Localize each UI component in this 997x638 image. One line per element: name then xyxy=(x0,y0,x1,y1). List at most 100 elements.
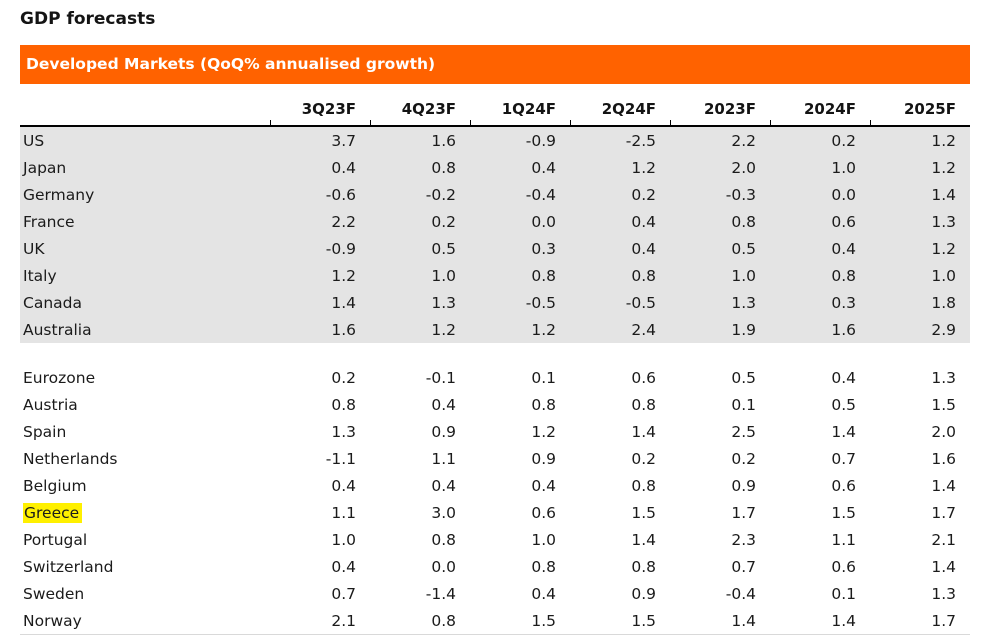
value-cell: 0.8 xyxy=(631,557,656,576)
value-cell: 0.4 xyxy=(570,235,670,262)
country-label: Germany xyxy=(20,181,270,208)
value-cell: 0.2 xyxy=(731,449,756,468)
table-row-us: US 3.7 1.6 -0.9 -2.5 2.2 0.2 1.2 xyxy=(20,126,970,154)
value-cell: 1.4 xyxy=(931,476,956,495)
value-cell: 0.8 xyxy=(770,262,870,289)
value-cell: 0.1 xyxy=(731,395,756,414)
value-cell: 1.0 xyxy=(770,154,870,181)
value-cell: 2.1 xyxy=(931,530,956,549)
country-label: Portugal xyxy=(23,530,88,549)
value-cell: 0.0 xyxy=(770,181,870,208)
value-cell: 0.6 xyxy=(631,368,656,387)
value-cell: 1.6 xyxy=(931,449,956,468)
column-header-4q23f: 4Q23F xyxy=(370,84,470,127)
value-cell: -1.1 xyxy=(325,449,356,468)
value-cell: 1.2 xyxy=(531,422,556,441)
value-cell: 2.5 xyxy=(731,422,756,441)
value-cell: 1.0 xyxy=(870,262,970,289)
row-label-column-header xyxy=(20,84,270,127)
value-cell: 0.8 xyxy=(531,395,556,414)
value-cell: 3.7 xyxy=(270,126,370,154)
value-cell: 1.4 xyxy=(631,422,656,441)
value-cell: -1.4 xyxy=(425,584,456,603)
value-cell: 0.4 xyxy=(470,154,570,181)
value-cell: 0.5 xyxy=(731,368,756,387)
value-cell: 1.5 xyxy=(831,503,856,522)
value-cell: 1.4 xyxy=(831,422,856,441)
value-cell: 0.8 xyxy=(470,262,570,289)
value-cell: 0.2 xyxy=(631,449,656,468)
value-cell: 1.2 xyxy=(470,316,570,343)
value-cell: 0.3 xyxy=(470,235,570,262)
value-cell: 0.6 xyxy=(831,476,856,495)
table-row-australia: Australia 1.6 1.2 1.2 2.4 1.9 1.6 2.9 xyxy=(20,316,970,343)
value-cell: 1.3 xyxy=(931,584,956,603)
value-cell: 2.2 xyxy=(270,208,370,235)
table-row-france: France 2.2 0.2 0.0 0.4 0.8 0.6 1.3 xyxy=(20,208,970,235)
value-cell: 0.8 xyxy=(670,208,770,235)
value-cell: 0.4 xyxy=(531,476,556,495)
forecast-table: 3Q23F 4Q23F 1Q24F 2Q24F 2023F 2024F 2025F US 3.… xyxy=(20,84,970,635)
value-cell: 0.8 xyxy=(431,611,456,630)
value-cell: 1.2 xyxy=(870,154,970,181)
value-cell: 1.6 xyxy=(770,316,870,343)
value-cell: 1.3 xyxy=(931,368,956,387)
value-cell: 1.5 xyxy=(531,611,556,630)
value-cell: 0.2 xyxy=(331,368,356,387)
value-cell: 1.2 xyxy=(870,126,970,154)
table-row-greece: Greece 1.1 3.0 0.6 1.5 1.7 1.5 1.7 xyxy=(20,499,970,526)
table-row-austria: Austria 0.8 0.4 0.8 0.8 0.1 0.5 1.5 xyxy=(20,391,970,418)
value-cell: -0.3 xyxy=(670,181,770,208)
column-header-3q23f: 3Q23F xyxy=(270,84,370,127)
value-cell: 1.1 xyxy=(331,503,356,522)
table-row-eurozone: Eurozone 0.2 -0.1 0.1 0.6 0.5 0.4 1.3 xyxy=(20,364,970,391)
value-cell: 1.5 xyxy=(931,395,956,414)
country-label: Switzerland xyxy=(23,557,114,576)
table-row-italy: Italy 1.2 1.0 0.8 0.8 1.0 0.8 1.0 xyxy=(20,262,970,289)
value-cell: 1.3 xyxy=(670,289,770,316)
value-cell: 1.4 xyxy=(731,611,756,630)
value-cell: 1.2 xyxy=(870,235,970,262)
value-cell: -0.6 xyxy=(270,181,370,208)
value-cell: 1.4 xyxy=(831,611,856,630)
highlighted-country-label: Greece xyxy=(23,502,83,523)
value-cell: -0.4 xyxy=(725,584,756,603)
value-cell: 0.6 xyxy=(831,557,856,576)
value-cell: 0.7 xyxy=(731,557,756,576)
page-title: GDP forecasts xyxy=(20,9,156,29)
value-cell: 1.9 xyxy=(670,316,770,343)
table-row-switzerland: Switzerland 0.4 0.0 0.8 0.8 0.7 0.6 1.4 xyxy=(20,553,970,580)
country-label: Australia xyxy=(20,316,270,343)
country-label: Austria xyxy=(23,395,78,414)
value-cell: -0.9 xyxy=(470,126,570,154)
value-cell: 0.5 xyxy=(370,235,470,262)
value-cell: -0.5 xyxy=(570,289,670,316)
value-cell: 0.0 xyxy=(431,557,456,576)
value-cell: 0.9 xyxy=(631,584,656,603)
value-cell: 0.8 xyxy=(331,395,356,414)
table-row-canada: Canada 1.4 1.3 -0.5 -0.5 1.3 0.3 1.8 xyxy=(20,289,970,316)
value-cell: 1.7 xyxy=(731,503,756,522)
section-banner: Developed Markets (QoQ% annualised growt… xyxy=(20,45,970,84)
country-label: France xyxy=(20,208,270,235)
value-cell: 0.9 xyxy=(731,476,756,495)
country-label: Canada xyxy=(20,289,270,316)
value-cell: 0.8 xyxy=(570,262,670,289)
value-cell: 0.0 xyxy=(470,208,570,235)
value-cell: 0.4 xyxy=(831,368,856,387)
value-cell: 2.1 xyxy=(331,611,356,630)
value-cell: 2.0 xyxy=(670,154,770,181)
table-header-row: 3Q23F 4Q23F 1Q24F 2Q24F 2023F 2024F 2025F xyxy=(20,84,970,127)
value-cell: 2.2 xyxy=(670,126,770,154)
value-cell: 1.4 xyxy=(931,557,956,576)
value-cell: 0.4 xyxy=(431,395,456,414)
value-cell: -0.2 xyxy=(370,181,470,208)
value-cell: 1.1 xyxy=(431,449,456,468)
value-cell: -0.4 xyxy=(470,181,570,208)
country-label: US xyxy=(20,126,270,154)
value-cell: 0.5 xyxy=(670,235,770,262)
value-cell: 1.0 xyxy=(531,530,556,549)
table-row-belgium: Belgium 0.4 0.4 0.4 0.8 0.9 0.6 1.4 xyxy=(20,472,970,499)
value-cell: 1.0 xyxy=(670,262,770,289)
